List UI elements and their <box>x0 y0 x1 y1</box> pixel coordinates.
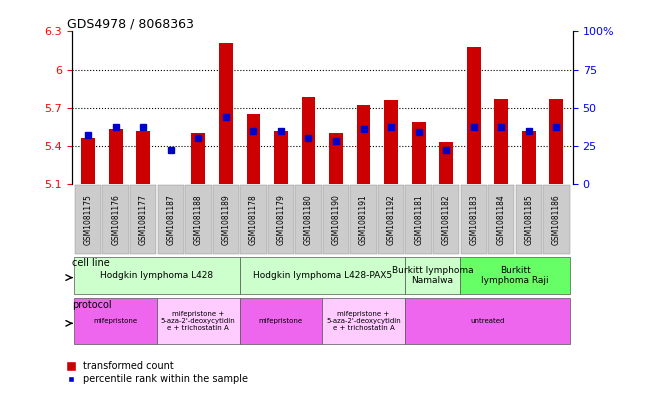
FancyBboxPatch shape <box>240 298 322 344</box>
Text: GSM1081178: GSM1081178 <box>249 194 258 245</box>
FancyBboxPatch shape <box>405 298 570 344</box>
Text: GSM1081186: GSM1081186 <box>552 194 561 245</box>
Text: GSM1081181: GSM1081181 <box>414 194 423 245</box>
Text: GDS4978 / 8068363: GDS4978 / 8068363 <box>66 17 193 30</box>
FancyBboxPatch shape <box>74 298 157 344</box>
Text: cell line: cell line <box>72 258 109 268</box>
Text: GSM1081185: GSM1081185 <box>524 194 533 245</box>
FancyBboxPatch shape <box>296 185 322 254</box>
FancyBboxPatch shape <box>75 185 102 254</box>
FancyBboxPatch shape <box>488 185 514 254</box>
Text: GSM1081179: GSM1081179 <box>277 194 285 245</box>
FancyBboxPatch shape <box>240 185 267 254</box>
Text: GSM1081191: GSM1081191 <box>359 194 368 245</box>
Text: GSM1081184: GSM1081184 <box>497 194 506 245</box>
Bar <box>357 105 370 184</box>
Legend: transformed count, percentile rank within the sample: transformed count, percentile rank withi… <box>63 358 252 388</box>
Bar <box>136 130 150 184</box>
Text: Hodgkin lymphoma L428-PAX5: Hodgkin lymphoma L428-PAX5 <box>253 271 392 280</box>
Text: GSM1081182: GSM1081182 <box>441 194 450 245</box>
Text: protocol: protocol <box>72 300 111 310</box>
FancyBboxPatch shape <box>460 185 487 254</box>
FancyBboxPatch shape <box>157 298 240 344</box>
Text: GSM1081188: GSM1081188 <box>194 194 203 245</box>
FancyBboxPatch shape <box>213 185 239 254</box>
Text: untreated: untreated <box>470 318 505 324</box>
FancyBboxPatch shape <box>405 257 460 294</box>
Text: Burkitt lymphoma
Namalwa: Burkitt lymphoma Namalwa <box>392 266 473 285</box>
Bar <box>247 114 260 184</box>
FancyBboxPatch shape <box>378 185 404 254</box>
Bar <box>219 43 233 184</box>
FancyBboxPatch shape <box>433 185 460 254</box>
Bar <box>329 133 343 184</box>
Bar <box>81 138 95 184</box>
Text: mifepristone: mifepristone <box>94 318 138 324</box>
Bar <box>274 130 288 184</box>
FancyBboxPatch shape <box>543 185 570 254</box>
Bar <box>191 133 205 184</box>
FancyBboxPatch shape <box>102 185 129 254</box>
FancyBboxPatch shape <box>406 185 432 254</box>
FancyBboxPatch shape <box>185 185 212 254</box>
FancyBboxPatch shape <box>74 257 240 294</box>
Text: GSM1081175: GSM1081175 <box>83 194 92 245</box>
Bar <box>467 47 480 184</box>
Text: Hodgkin lymphoma L428: Hodgkin lymphoma L428 <box>100 271 214 280</box>
Text: GSM1081190: GSM1081190 <box>331 194 340 245</box>
Text: GSM1081180: GSM1081180 <box>304 194 313 245</box>
FancyBboxPatch shape <box>323 185 349 254</box>
Bar <box>301 97 315 184</box>
Text: GSM1081189: GSM1081189 <box>221 194 230 245</box>
FancyBboxPatch shape <box>350 185 377 254</box>
Text: GSM1081177: GSM1081177 <box>139 194 148 245</box>
Text: Burkitt
lymphoma Raji: Burkitt lymphoma Raji <box>481 266 549 285</box>
Bar <box>549 99 563 184</box>
Bar <box>439 142 453 184</box>
FancyBboxPatch shape <box>240 257 405 294</box>
Bar <box>384 100 398 184</box>
Bar <box>494 99 508 184</box>
Text: GSM1081192: GSM1081192 <box>387 194 396 245</box>
Text: GSM1081176: GSM1081176 <box>111 194 120 245</box>
Text: GSM1081187: GSM1081187 <box>166 194 175 245</box>
FancyBboxPatch shape <box>130 185 156 254</box>
FancyBboxPatch shape <box>322 298 405 344</box>
FancyBboxPatch shape <box>460 257 570 294</box>
FancyBboxPatch shape <box>516 185 542 254</box>
Bar <box>522 130 536 184</box>
FancyBboxPatch shape <box>268 185 294 254</box>
Text: mifepristone: mifepristone <box>259 318 303 324</box>
Text: GSM1081183: GSM1081183 <box>469 194 478 245</box>
Text: mifepristone +
5-aza-2'-deoxycytidin
e + trichostatin A: mifepristone + 5-aza-2'-deoxycytidin e +… <box>161 311 236 331</box>
FancyBboxPatch shape <box>158 185 184 254</box>
Bar <box>411 121 426 184</box>
Text: mifepristone +
5-aza-2'-deoxycytidin
e + trichostatin A: mifepristone + 5-aza-2'-deoxycytidin e +… <box>326 311 401 331</box>
Bar <box>109 129 122 184</box>
